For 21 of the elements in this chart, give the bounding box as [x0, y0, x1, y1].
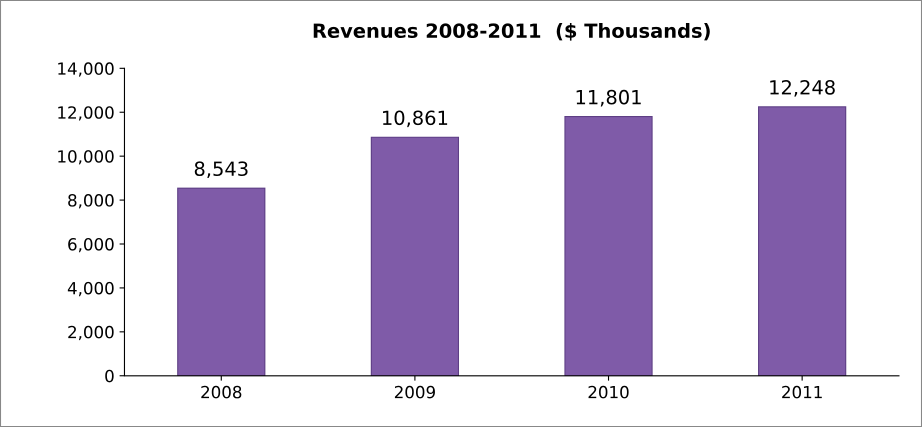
data-label: 12,248 — [770, 80, 835, 97]
y-tick-label: 8,000 — [68, 194, 114, 208]
bar — [177, 188, 266, 376]
y-tick-label: 12,000 — [58, 106, 114, 121]
data-label: 11,801 — [576, 90, 641, 106]
y-tick-label: 6,000 — [68, 238, 114, 252]
y-tick-label: 2,000 — [68, 326, 114, 340]
data-label: 10,861 — [383, 110, 448, 128]
y-tick-label: 0 — [105, 370, 114, 382]
bar — [758, 106, 846, 376]
chart-title: Revenues 2008-2011 ($ Thousands) — [314, 22, 710, 41]
x-tick-label: 2011 — [782, 386, 822, 398]
y-tick-label: 14,000 — [58, 62, 114, 77]
x-tick-label: 2010 — [588, 386, 629, 398]
x-tick-label: 2008 — [201, 386, 242, 398]
bar — [370, 136, 460, 376]
x-tick-label: 2009 — [394, 386, 435, 398]
bar — [564, 116, 653, 376]
y-tick-label: 4,000 — [68, 282, 114, 296]
data-label: 8,543 — [194, 161, 248, 178]
y-tick-label: 10,000 — [58, 150, 114, 164]
